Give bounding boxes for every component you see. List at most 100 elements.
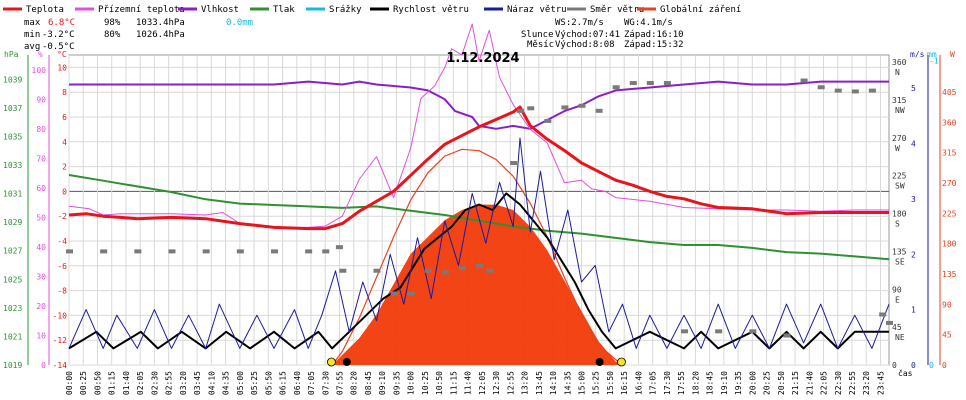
direction-name-label: W [895,144,900,153]
wind-direction-mark [886,320,893,325]
theoretical-radiation-line [331,148,623,366]
c-tick-label: -14 [53,361,68,370]
direction-tick-label: 135 [892,247,907,256]
ms-tick-label: 5 [911,84,916,93]
sunrise-marker [326,357,336,367]
hpa-tick-label: 1031 [3,190,22,199]
x-tick-label: 08:45 [364,371,373,395]
c-tick-label: -6 [57,262,67,271]
c-tick-label: 0 [62,187,67,196]
c-tick-label: 6 [62,113,67,122]
wind-direction-mark [458,266,466,271]
chart-title: 1.12.2024 [446,51,519,66]
x-tick-label: 00:00 [65,371,74,395]
w-tick-label: 225 [942,209,957,218]
direction-tick-label: 315 [892,96,907,105]
c-tick-label: -8 [57,287,67,296]
x-tick-label: 07:05 [307,371,316,395]
x-tick-label: 23:45 [876,371,885,395]
x-tick-label: 21:40 [805,371,814,395]
x-tick-label: 11:40 [464,371,473,395]
legend-item: Rychlost větru [393,5,469,15]
axes-layer: 00:00 00:25 00:50 01:15 01:40 02:05 02:30 02:55… [3,55,957,395]
stat-value: 1033.4hPa [136,18,185,28]
pct-tick-label: 90 [36,95,46,104]
wind-direction-mark [817,85,825,90]
sunset-marker [617,357,626,367]
temperature-line [68,105,889,231]
wind-direction-mark [681,329,688,334]
x-tick-label: 04:35 [222,371,231,395]
x-tick-label: 09:35 [392,371,401,395]
x-tick-label: 19:35 [734,371,743,395]
info-sun-label: Slunce [521,30,554,40]
x-tick-label: 03:20 [179,371,188,395]
x-tick-label: 20:00 [748,371,757,395]
x-tick-label: 09:10 [378,371,387,395]
direction-name-label: E [895,295,900,304]
x-tick-label: 17:30 [663,371,672,395]
x-tick-label: 15:50 [606,371,615,395]
wind-direction-mark [168,249,176,254]
x-tick-label: 06:15 [279,371,288,395]
ms-tick-label: 1 [911,306,916,315]
pressure-line [68,174,890,261]
wind-direction-mark [868,88,876,93]
wind-direction-mark [715,329,723,334]
x-tick-label: 00:50 [93,371,102,395]
direction-tick-label: 270 [892,134,907,143]
x-tick-label: 10:25 [421,371,430,395]
legend-item: Směr větru [590,5,644,15]
wind-direction-mark [202,249,210,254]
info-wind-gust: WG:4.1m/s [624,18,673,28]
x-tick-label: 22:05 [820,371,829,395]
hpa-tick-label: 1029 [3,218,22,227]
c-tick-label: -12 [53,336,68,345]
x-tick-label: 05:50 [264,371,273,395]
w-tick-label: 0 [942,361,947,370]
ms-tick-label: 2 [911,250,916,259]
w-tick-label: 270 [942,179,957,188]
legend-item: Vlhkost [201,5,239,15]
wind-direction-mark [66,249,73,254]
ms-tick-label: 0 [911,361,916,370]
x-tick-label: 20:25 [763,371,772,395]
hpa-tick-label: 1033 [3,161,22,170]
direction-tick-label: 225 [892,172,907,181]
x-tick-label: 11:15 [449,371,458,395]
wind-direction-mark [100,249,108,254]
c-tick-label: -4 [57,237,67,246]
wind-direction-mark [879,312,887,317]
unit-w: W [950,50,955,59]
hpa-tick-label: 1023 [3,304,22,313]
direction-name-label: NE [895,333,905,342]
x-tick-label: 10:00 [407,371,416,395]
wind-direction-mark [441,270,449,275]
direction-tick-label: 45 [892,323,902,332]
hpa-tick-label: 1025 [3,275,22,284]
x-tick-label: 02:55 [165,371,174,395]
info-sun-rise: Východ:07:41 [555,30,620,40]
pct-tick-label: 60 [36,184,46,193]
moonrise-marker [342,358,351,366]
ground-temperature-line [68,23,889,228]
wind-direction-mark [271,249,278,254]
stat-value: -3.2°C [42,30,75,40]
w-tick-label: 180 [942,240,957,249]
x-tick-label: 21:15 [791,371,800,395]
series-layer [66,23,893,367]
hpa-tick-label: 1035 [3,132,22,141]
info-moon-label: Měsíc [527,40,554,50]
x-tick-label: 13:20 [521,371,530,395]
info-block: WS:2.7m/s WG:4.1m/s Slunce Východ:07:41 … [521,18,684,50]
x-tick-label: 14:35 [563,371,572,395]
x-tick-label: 13:45 [535,371,544,395]
wind-direction-mark [851,89,859,94]
mm-tick-label: -1 [929,56,939,65]
hpa-tick-label: 1027 [3,247,22,256]
direction-name-label: NW [895,106,905,115]
x-tick-label: 12:05 [478,371,487,395]
w-tick-label: 360 [942,118,957,127]
info-sun-set: Západ:16:10 [624,30,684,40]
legend-item: Přízemní teplota [98,5,185,15]
